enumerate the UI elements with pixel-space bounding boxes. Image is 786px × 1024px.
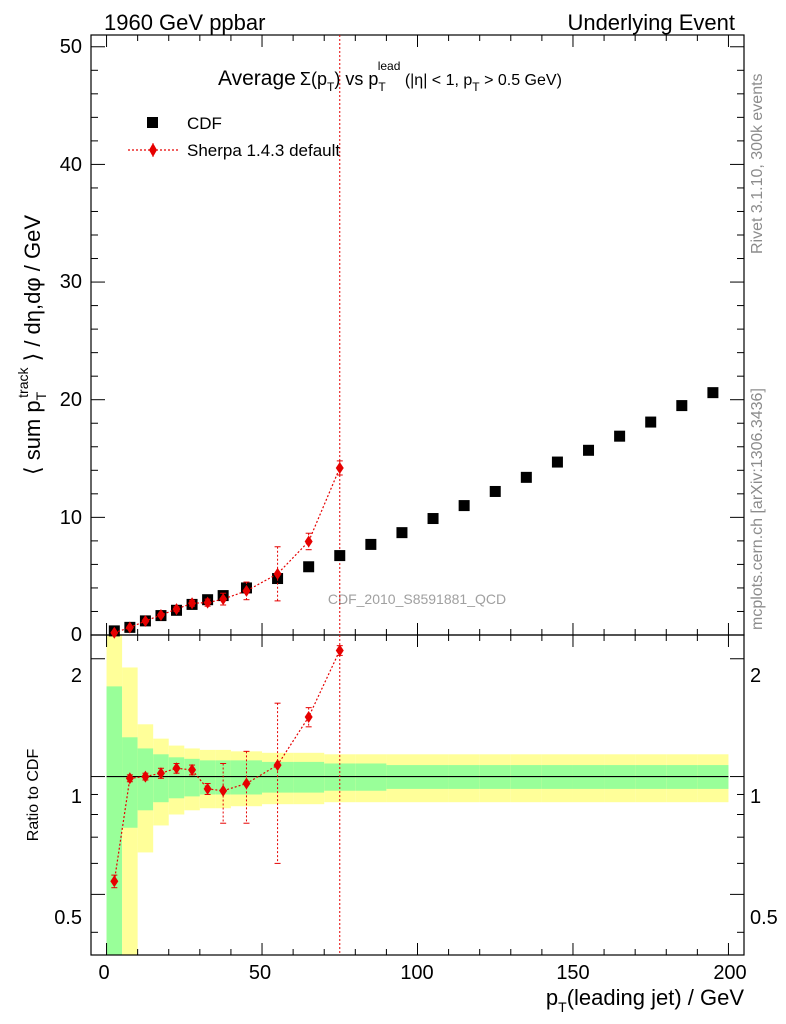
analysis-watermark: CDF_2010_S8591881_QCD — [328, 591, 506, 607]
cdf-point-15 — [458, 500, 470, 512]
sherpa-point-3 — [156, 609, 165, 621]
x-tick-label-0: 0 — [98, 962, 109, 984]
cdf-point-16 — [489, 485, 501, 497]
cdf-point-19 — [583, 444, 595, 456]
sherpa-series — [110, 460, 344, 639]
ratio-y-tick-label-right-1: 1 — [750, 786, 761, 808]
cdf-point-11 — [334, 550, 346, 562]
legend-cdf-marker — [147, 117, 158, 128]
ratio-point-3 — [156, 767, 165, 780]
y-tick-label-50: 50 — [60, 36, 82, 58]
ratio-series — [110, 644, 344, 889]
ratio-y-tick-label-0.5: 0.5 — [54, 907, 82, 929]
sherpa-point-4 — [172, 603, 181, 616]
legend-sherpa-marker — [149, 143, 157, 157]
ratio-y-tick-label-right-2: 2 — [750, 665, 761, 687]
x-tick-label-150: 150 — [556, 962, 589, 984]
cdf-point-22 — [676, 400, 688, 412]
ratio-point-0 — [110, 875, 119, 888]
band-inner-4 — [168, 757, 185, 799]
ratio-point-1 — [125, 772, 134, 785]
ratio-point-7 — [219, 784, 228, 797]
ratio-point-9 — [273, 759, 282, 772]
cdf-point-18 — [551, 456, 563, 468]
axis-ticks — [91, 35, 744, 955]
band-inner-10 — [293, 761, 325, 793]
y-tick-label-20: 20 — [60, 389, 82, 411]
cdf-point-20 — [614, 430, 626, 442]
header-right: Underlying Event — [567, 10, 735, 35]
cdf-point-12 — [365, 538, 377, 550]
ratio-point-5 — [188, 763, 197, 776]
ratio-point-10 — [304, 710, 313, 723]
y-tick-label-0: 0 — [71, 624, 82, 646]
ratio-point-11 — [335, 644, 344, 657]
ratio-point-2 — [141, 770, 150, 783]
y-axis-label: ⟨ sum pTtrack ⟩ / dη,dφ / GeV — [15, 215, 49, 475]
cdf-point-23 — [707, 387, 719, 399]
sherpa-point-10 — [304, 535, 313, 548]
ratio-point-4 — [172, 762, 181, 775]
mcplots-label: mcplots.cern.ch [arXiv:1306.3436] — [749, 388, 766, 630]
band-inner-6 — [199, 760, 216, 795]
cdf-point-14 — [427, 513, 439, 525]
y-tick-label-30: 30 — [60, 271, 82, 293]
sherpa-point-2 — [141, 615, 150, 627]
rivet-label: Rivet 3.1.10, 300k events — [749, 73, 766, 254]
sherpa-point-9 — [273, 567, 282, 580]
sherpa-point-8 — [242, 584, 251, 597]
x-tick-label-100: 100 — [400, 962, 433, 984]
ratio-point-6 — [203, 782, 212, 795]
cdf-point-13 — [396, 527, 408, 539]
ratio-y-axis-label: Ratio to CDF — [25, 749, 42, 842]
sherpa-point-7 — [219, 593, 228, 606]
sherpa-point-5 — [188, 597, 197, 610]
cdf-point-21 — [645, 416, 657, 428]
x-tick-label-200: 200 — [713, 962, 746, 984]
header-left: 1960 GeV ppbar — [104, 10, 265, 35]
plot-title: Average Σ(pT) vs pTlead (|η| < 1, pT > 0.… — [218, 59, 562, 94]
legend-sherpa-label: Sherpa 1.4.3 default — [187, 141, 340, 160]
cdf-point-17 — [520, 471, 532, 483]
ratio-point-8 — [242, 777, 251, 790]
x-axis-label: pT(leading jet) / GeV — [546, 985, 744, 1015]
y-tick-label-10: 10 — [60, 507, 82, 529]
cdf-point-10 — [303, 561, 315, 573]
ratio-y-tick-label-right-0.5: 0.5 — [750, 907, 778, 929]
sherpa-point-6 — [203, 596, 212, 609]
sherpa-line — [114, 467, 341, 634]
x-tick-label-50: 50 — [249, 962, 271, 984]
sherpa-point-1 — [125, 621, 134, 634]
sherpa-point-0 — [110, 626, 119, 639]
band-inner-0 — [106, 686, 123, 955]
band-inner-5 — [184, 758, 200, 797]
y-tick-label-40: 40 — [60, 154, 82, 176]
sherpa-point-11 — [335, 461, 344, 474]
legend-cdf-label: CDF — [187, 114, 222, 133]
ratio-y-tick-label-2: 2 — [71, 665, 82, 687]
ratio-uncertainty-bands — [106, 635, 729, 955]
ratio-y-tick-label-1: 1 — [71, 786, 82, 808]
